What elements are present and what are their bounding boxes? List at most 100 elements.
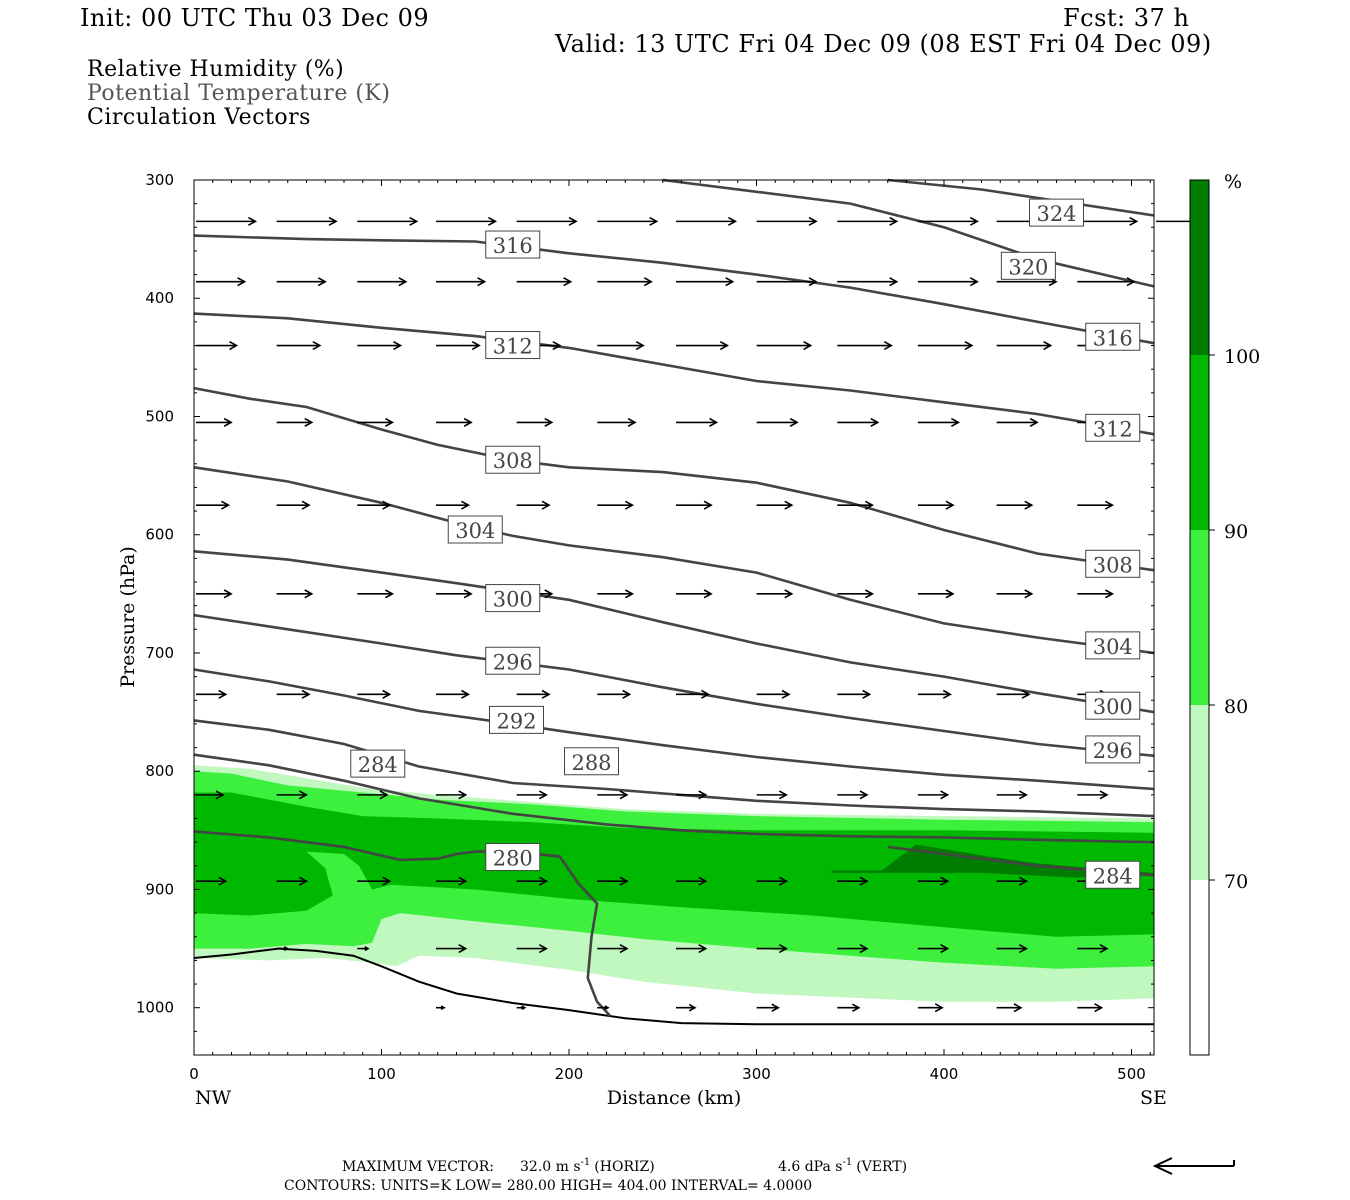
colorbar-level-label: 100	[1224, 346, 1260, 368]
circulation-vector	[276, 589, 314, 599]
contour-label-284: 284	[1093, 864, 1133, 888]
circulation-vector	[917, 790, 950, 800]
x-tick-label: 400	[930, 1065, 959, 1083]
y-tick-label: 1000	[136, 999, 174, 1017]
circulation-vector	[357, 500, 392, 510]
circulation-vector	[516, 689, 551, 699]
field-circulation-label: Circulation Vectors	[87, 105, 311, 130]
circulation-vector	[917, 589, 955, 599]
circulation-vector	[676, 277, 735, 287]
circulation-vector	[756, 417, 799, 427]
circulation-vector	[516, 790, 548, 800]
circulation-vector	[436, 500, 471, 510]
circulation-vector	[597, 944, 629, 954]
circulation-vector	[196, 340, 239, 351]
footer-max-vector-label: MAXIMUM VECTOR:	[342, 1159, 494, 1175]
circulation-vector	[1077, 277, 1136, 287]
circulation-vector	[196, 500, 231, 510]
y-tick-label: 500	[145, 407, 174, 425]
contour-label-308: 308	[493, 449, 533, 473]
circulation-vector	[196, 790, 225, 800]
reference-vector	[1152, 1157, 1235, 1175]
contour-label-box-292	[489, 705, 544, 734]
circulation-vector	[597, 1005, 610, 1011]
contour-label-288: 288	[571, 751, 611, 775]
circulation-vector	[837, 876, 869, 886]
contour-label-300: 300	[493, 588, 533, 612]
y-tick-label: 800	[145, 762, 174, 780]
x-tick-label: 0	[189, 1065, 199, 1083]
circulation-vector	[597, 689, 632, 699]
circulation-vector	[516, 277, 573, 287]
contour-label-296: 296	[493, 650, 533, 674]
circulation-vector	[436, 689, 471, 699]
circulation-vector	[1077, 944, 1109, 954]
circulation-vector	[837, 340, 893, 351]
contour-label-280: 280	[493, 847, 533, 871]
contour-label-box-304	[447, 515, 503, 544]
circulation-vector	[917, 944, 950, 954]
circulation-vector	[276, 216, 338, 226]
footer-max-horiz: 32.0 m s-1 (HORIZ)	[520, 1157, 655, 1175]
circulation-vector	[1077, 790, 1109, 800]
circulation-vector	[676, 417, 719, 427]
y-tick-label: 400	[145, 289, 174, 307]
circulation-vector	[357, 277, 408, 287]
contour-label-box-308	[1085, 549, 1141, 578]
circulation-vector	[276, 876, 308, 886]
contour-label-296: 296	[1093, 739, 1133, 763]
circulation-vector	[276, 500, 311, 510]
circulation-vector	[996, 876, 1028, 886]
circulation-vector	[996, 589, 1034, 599]
circulation-vector	[196, 277, 247, 287]
circulation-vector	[676, 1003, 697, 1012]
colorbar-level-label: 90	[1224, 521, 1248, 543]
circulation-vector	[996, 500, 1034, 510]
circulation-vector	[837, 944, 869, 954]
contour-label-box-296	[485, 646, 541, 675]
circulation-vector	[756, 589, 794, 599]
circulation-vector	[276, 946, 290, 952]
circulation-vector	[917, 876, 950, 886]
circulation-vector	[436, 944, 468, 954]
circulation-vector	[917, 417, 961, 427]
contour-label-box-308	[485, 445, 541, 474]
theta-contour-324	[887, 178, 1155, 217]
circulation-vector	[516, 216, 578, 226]
x-right-direction: SE	[1140, 1087, 1167, 1109]
circulation-vector	[837, 790, 869, 800]
x-axis: 0 100 200 300 400 500	[189, 180, 1151, 1083]
circulation-vector	[996, 1003, 1023, 1013]
circulation-vector	[676, 790, 708, 800]
circulation-vector	[597, 340, 645, 351]
theta-contour-316	[193, 234, 1155, 345]
x-tick-label: 500	[1117, 1065, 1146, 1083]
contour-labels: 324 320 316 316 312 312 308 308 304 304 300 300 296 2…	[350, 198, 1141, 889]
plot-frame	[193, 179, 1155, 1056]
circulation-vector	[676, 589, 713, 599]
x-axis-label: Distance (km)	[607, 1087, 742, 1109]
circulation-vector	[676, 340, 729, 351]
circulation-vector	[436, 1005, 446, 1011]
x-left-direction: NW	[195, 1087, 232, 1109]
circulation-vector	[756, 277, 818, 287]
colorbar-swatch	[1190, 180, 1209, 355]
colorbar-unit: %	[1224, 171, 1242, 193]
terrain-surface-line	[193, 947, 1154, 1026]
x-tick-label: 300	[742, 1065, 771, 1083]
theta-contour-304	[193, 466, 1155, 655]
contour-label-292: 292	[496, 709, 536, 733]
circulation-vector	[756, 876, 788, 886]
contour-label-box-300	[485, 584, 541, 613]
circulation-vector	[597, 277, 653, 287]
contour-label-box-312	[485, 331, 541, 360]
field-theta-label: Potential Temperature (K)	[87, 81, 391, 106]
circulation-vector	[357, 946, 370, 952]
circulation-vector	[996, 944, 1028, 954]
footer-max-vert: 4.6 dPa s-1 (VERT)	[778, 1157, 907, 1175]
circulation-vector	[837, 589, 875, 599]
colorbar-level-label: 70	[1224, 871, 1248, 893]
circulation-vector	[436, 589, 473, 599]
circulation-vector	[1077, 216, 1139, 226]
theta-contour-296	[193, 613, 1155, 758]
